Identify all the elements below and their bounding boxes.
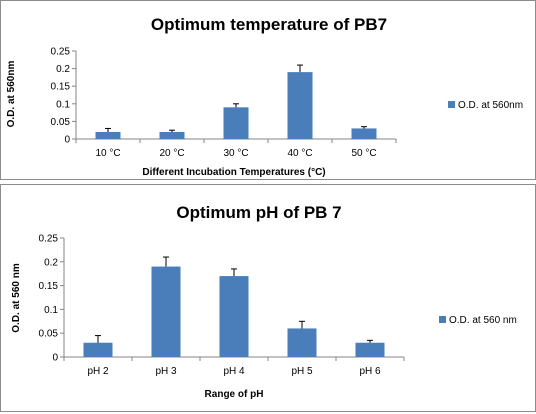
- bar: [95, 131, 121, 139]
- chart-title: Optimum temperature of PB7: [151, 15, 387, 34]
- y-tick-label: 0.05: [51, 117, 71, 128]
- x-axis-label: Different Incubation Temperatures (°C): [142, 167, 325, 178]
- x-tick-label: pH 2: [87, 366, 109, 377]
- ph-chart: Optimum pH of PB 7 O.D. at 560 nm Range …: [11, 203, 517, 400]
- bar: [223, 107, 249, 139]
- bar: [287, 72, 313, 139]
- y-tick-label: 0.05: [39, 329, 59, 340]
- temperature-chart: Optimum temperature of PB7 O.D. at 560nm…: [6, 15, 523, 178]
- bar: [351, 128, 377, 139]
- bar: [83, 342, 113, 357]
- bar: [355, 342, 385, 357]
- y-tick-label: 0.15: [39, 281, 59, 292]
- x-tick-label: 10 °C: [95, 148, 120, 159]
- y-tick-label: 0: [52, 353, 58, 364]
- y-tick-label: 0.1: [44, 305, 58, 316]
- y-tick-label: 0: [64, 135, 70, 146]
- y-tick-label: 0.15: [51, 82, 71, 93]
- x-tick-label: pH 6: [359, 366, 381, 377]
- x-tick-label: 50 °C: [351, 148, 376, 159]
- y-tick-label: 0.1: [56, 99, 70, 110]
- legend-label: O.D. at 560 nm: [449, 315, 517, 326]
- bar: [219, 276, 249, 357]
- chart-title: Optimum pH of PB 7: [176, 203, 341, 222]
- x-tick-label: 20 °C: [159, 148, 184, 159]
- y-tick-label: 0.25: [51, 47, 71, 58]
- ph-chart-panel: Optimum pH of PB 7 O.D. at 560 nm Range …: [0, 184, 536, 412]
- y-axis-label: O.D. at 560 nm: [11, 263, 22, 333]
- x-tick-label: 30 °C: [223, 148, 248, 159]
- temperature-chart-panel: Optimum temperature of PB7 O.D. at 560nm…: [0, 0, 536, 180]
- bar: [287, 328, 317, 357]
- y-tick-label: 0.2: [56, 64, 70, 75]
- x-tick-label: pH 3: [155, 366, 177, 377]
- legend-label: O.D. at 560nm: [458, 100, 523, 111]
- x-tick-label: 40 °C: [287, 148, 312, 159]
- y-tick-label: 0.2: [44, 257, 58, 268]
- legend-swatch: [448, 101, 455, 108]
- x-axis-label: Range of pH: [205, 389, 264, 400]
- y-tick-label: 0.25: [39, 234, 59, 245]
- y-axis-label: O.D. at 560nm: [6, 61, 17, 128]
- bar: [159, 131, 185, 139]
- legend-swatch: [439, 316, 446, 323]
- x-tick-label: pH 5: [291, 366, 313, 377]
- bar: [151, 266, 181, 357]
- x-tick-label: pH 4: [223, 366, 245, 377]
